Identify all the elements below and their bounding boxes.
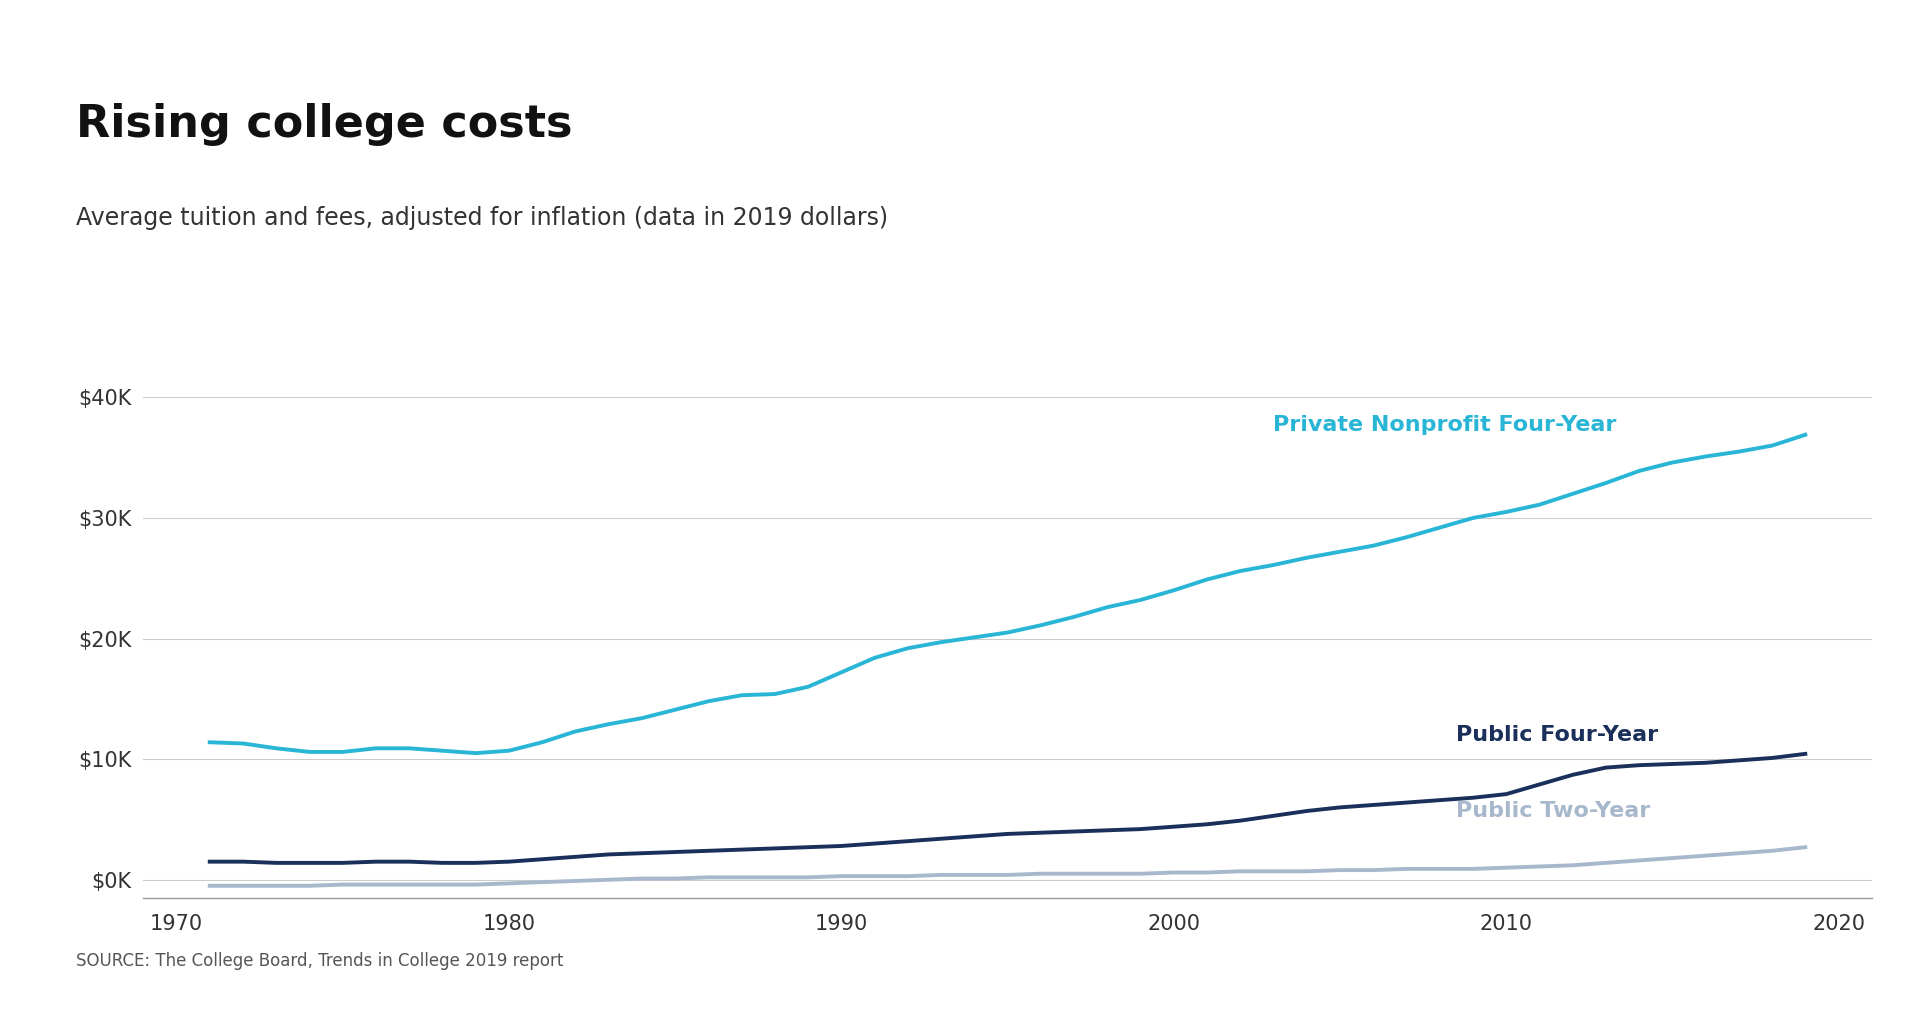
Text: Average tuition and fees, adjusted for inflation (data in 2019 dollars): Average tuition and fees, adjusted for i…: [76, 206, 888, 230]
Text: SOURCE: The College Board, Trends in College 2019 report: SOURCE: The College Board, Trends in Col…: [76, 953, 563, 970]
Text: Public Two-Year: Public Two-Year: [1455, 802, 1650, 821]
Text: Public Four-Year: Public Four-Year: [1455, 725, 1658, 745]
Text: Private Nonprofit Four-Year: Private Nonprofit Four-Year: [1274, 416, 1618, 436]
Text: Rising college costs: Rising college costs: [76, 103, 573, 147]
